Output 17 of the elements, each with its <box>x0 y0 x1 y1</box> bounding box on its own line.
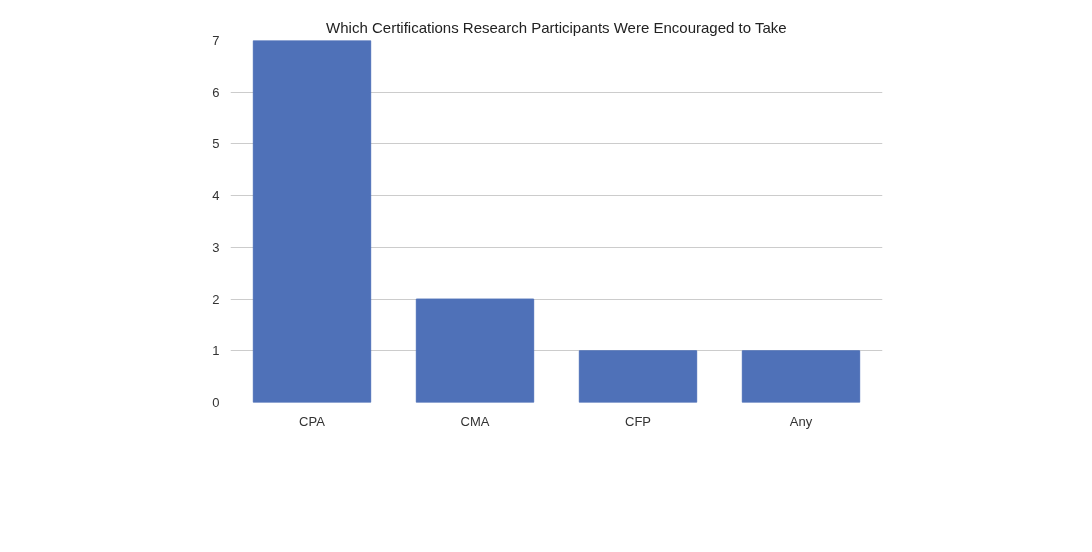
chart-title: Which Certifications Research Participants Were Encouraged to Take <box>326 18 787 36</box>
x-tick-label: CPA <box>299 413 326 429</box>
x-tick-label: CMA <box>460 413 490 429</box>
y-tick-label: 1 <box>212 343 220 359</box>
y-tick-label: 0 <box>212 395 220 410</box>
bar <box>741 350 861 403</box>
bar <box>252 40 372 403</box>
x-tick-label: CFP <box>625 413 651 429</box>
y-tick-label: 5 <box>212 136 220 152</box>
x-tick-label: Any <box>789 413 813 429</box>
y-tick-label: 4 <box>212 188 220 204</box>
y-tick-label: 6 <box>212 84 220 100</box>
bar <box>578 350 698 403</box>
bar <box>415 298 535 403</box>
y-tick-label: 3 <box>212 239 220 255</box>
y-tick-label: 2 <box>212 291 220 307</box>
y-tick-label: 7 <box>212 33 220 48</box>
